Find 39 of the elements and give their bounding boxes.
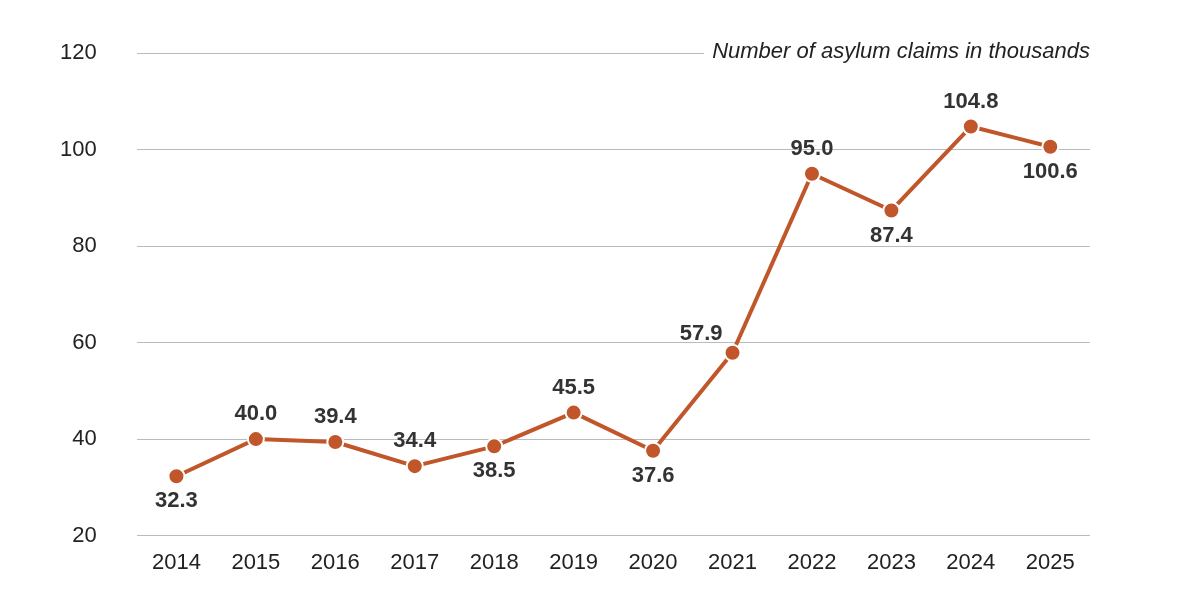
y-tick-label: 20	[72, 521, 97, 547]
x-tick-label: 2022	[787, 548, 837, 574]
y-tick-label: 40	[72, 425, 97, 451]
x-tick-label: 2015	[231, 548, 281, 574]
point	[485, 437, 504, 456]
point	[961, 117, 980, 136]
y-tick-label: 100	[59, 135, 97, 161]
data-label: 95.0	[790, 134, 834, 160]
point	[405, 457, 424, 476]
x-tick-label: 2024	[946, 548, 996, 574]
y-tick-label: 120	[59, 39, 97, 65]
data-label: 37.6	[631, 461, 675, 487]
data-label: 104.8	[943, 87, 999, 113]
point	[1041, 137, 1060, 156]
y-tick-label: 80	[72, 232, 97, 258]
data-label: 38.5	[472, 457, 516, 483]
data-label: 39.4	[313, 403, 358, 429]
point	[723, 343, 742, 362]
x-tick-label: 2020	[628, 548, 678, 574]
data-label: 32.3	[155, 487, 198, 513]
y-tick-label: 60	[72, 328, 97, 354]
data-label: 87.4	[869, 221, 914, 247]
data-label: 45.5	[552, 373, 596, 399]
x-tick-label: 2021	[708, 548, 757, 574]
point	[564, 403, 583, 422]
data-label: 57.9	[679, 319, 723, 345]
x-tick-label: 2019	[549, 548, 599, 574]
data-label: 40.0	[234, 400, 278, 426]
point	[167, 467, 186, 486]
x-tick-label: 2018	[469, 548, 519, 574]
point	[882, 201, 901, 220]
x-tick-label: 2016	[310, 548, 360, 574]
data-label: 34.4	[393, 427, 437, 453]
data-label: 100.6	[1022, 157, 1078, 183]
y-axis-title: Number of asylum claims in thousands	[712, 38, 1090, 64]
x-tick-label: 2017	[390, 548, 440, 574]
x-tick-label: 2014	[151, 548, 201, 574]
x-tick-label: 2025	[1025, 548, 1075, 574]
x-tick-label: 2023	[866, 548, 916, 574]
